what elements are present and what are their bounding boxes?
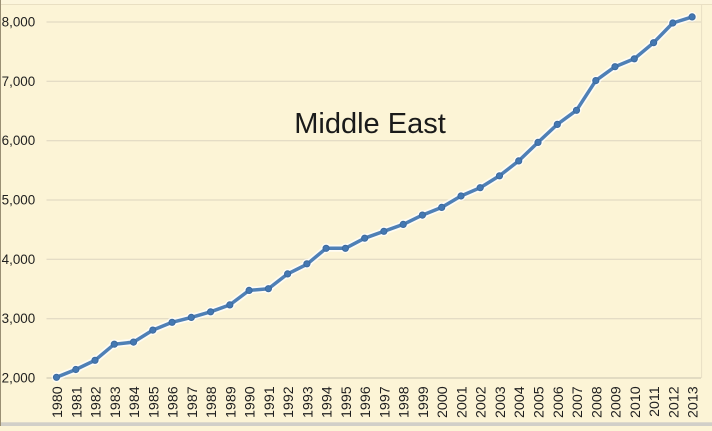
svg-text:2009: 2009 <box>609 386 625 418</box>
svg-text:1997: 1997 <box>377 386 393 418</box>
svg-text:2011: 2011 <box>647 386 663 417</box>
svg-text:2,000: 2,000 <box>2 371 36 386</box>
svg-text:2010: 2010 <box>628 386 644 418</box>
svg-text:2013: 2013 <box>686 386 702 418</box>
svg-text:2007: 2007 <box>570 386 586 418</box>
svg-text:1993: 1993 <box>300 386 316 418</box>
svg-text:2004: 2004 <box>512 386 528 418</box>
svg-text:4,000: 4,000 <box>2 252 36 267</box>
svg-text:1984: 1984 <box>127 386 143 418</box>
svg-text:1995: 1995 <box>339 386 355 418</box>
svg-text:1990: 1990 <box>243 386 259 418</box>
svg-text:1988: 1988 <box>204 386 220 418</box>
svg-text:2000: 2000 <box>435 386 451 418</box>
svg-text:2003: 2003 <box>493 386 509 418</box>
svg-text:1996: 1996 <box>358 386 374 418</box>
svg-text:2001: 2001 <box>455 386 471 418</box>
svg-text:1987: 1987 <box>185 386 201 418</box>
svg-text:2006: 2006 <box>551 386 567 418</box>
svg-text:5,000: 5,000 <box>2 193 36 208</box>
svg-text:1982: 1982 <box>89 386 105 418</box>
svg-text:1999: 1999 <box>416 386 432 418</box>
svg-text:7,000: 7,000 <box>2 74 36 89</box>
svg-text:3,000: 3,000 <box>2 311 36 326</box>
svg-text:2002: 2002 <box>474 386 490 418</box>
svg-text:1994: 1994 <box>320 386 336 418</box>
svg-text:2008: 2008 <box>589 386 605 418</box>
svg-text:1985: 1985 <box>146 386 162 418</box>
svg-text:2005: 2005 <box>532 386 548 418</box>
svg-text:1989: 1989 <box>223 386 239 418</box>
svg-text:8,000: 8,000 <box>2 15 36 30</box>
svg-text:1991: 1991 <box>262 386 278 418</box>
svg-text:1981: 1981 <box>69 386 85 418</box>
svg-text:1986: 1986 <box>166 386 182 418</box>
svg-text:6,000: 6,000 <box>2 133 36 148</box>
svg-text:1983: 1983 <box>108 386 124 418</box>
svg-text:1980: 1980 <box>50 386 66 418</box>
svg-text:Middle East: Middle East <box>294 108 446 140</box>
svg-text:1998: 1998 <box>397 386 413 418</box>
svg-text:2012: 2012 <box>666 386 682 418</box>
svg-text:1992: 1992 <box>281 386 297 418</box>
